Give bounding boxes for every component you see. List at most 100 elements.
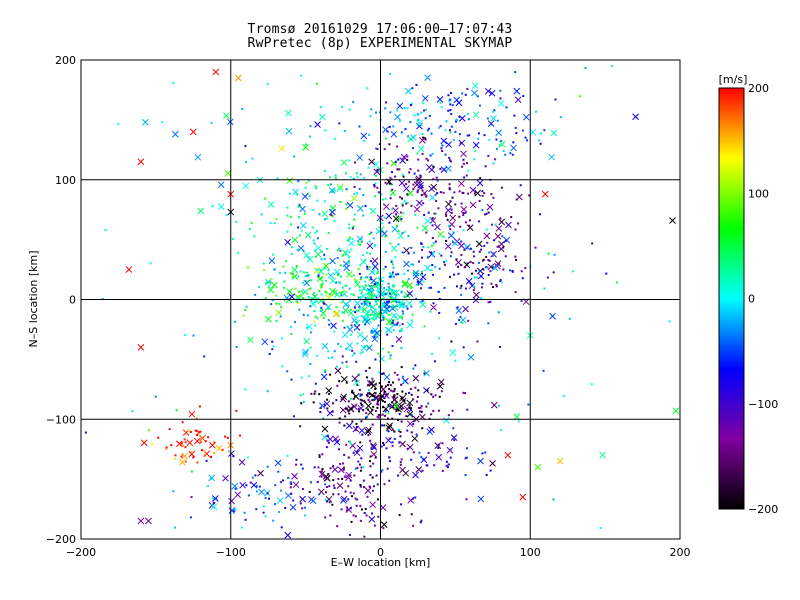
data-point (340, 508, 343, 511)
data-point (434, 265, 437, 268)
data-point (354, 306, 357, 309)
data-point (383, 424, 386, 427)
data-point (403, 107, 406, 110)
data-point (310, 297, 313, 300)
data-point (447, 463, 450, 466)
data-point (348, 159, 351, 162)
data-point (284, 506, 287, 509)
data-point-x (424, 217, 432, 225)
data-point (196, 434, 199, 437)
data-point (388, 387, 391, 390)
data-point (354, 161, 357, 164)
data-point (432, 165, 435, 168)
data-point (384, 181, 387, 184)
data-point (431, 237, 434, 240)
data-point (353, 278, 356, 281)
data-point (431, 264, 434, 267)
data-point (476, 340, 479, 343)
data-point-x (291, 236, 299, 244)
data-point (303, 271, 306, 274)
data-point (444, 153, 447, 156)
data-point (411, 313, 414, 316)
data-point (480, 297, 483, 300)
data-point (378, 143, 381, 146)
data-point-x (137, 517, 145, 525)
data-point (373, 294, 376, 297)
data-point (449, 159, 452, 162)
data-point (398, 514, 401, 517)
data-point (464, 244, 467, 247)
data-point (340, 106, 343, 109)
data-point (392, 125, 395, 128)
data-point-x (145, 517, 152, 525)
data-point-x (360, 344, 368, 352)
data-point (376, 403, 379, 406)
data-point (455, 322, 458, 325)
data-point (324, 370, 327, 373)
data-point (364, 299, 367, 302)
data-point (355, 380, 358, 383)
data-point-x (371, 263, 379, 271)
data-point (422, 136, 425, 139)
data-point-x (382, 203, 390, 210)
data-point (584, 67, 587, 70)
data-point (294, 287, 297, 290)
data-point (299, 394, 302, 397)
data-point (282, 286, 285, 289)
data-point (314, 231, 317, 234)
data-point (543, 129, 546, 132)
data-point-x (490, 115, 497, 122)
data-point (333, 220, 336, 223)
data-point (324, 498, 327, 501)
data-point (374, 383, 377, 386)
data-point (358, 307, 361, 310)
data-point (351, 238, 354, 241)
data-point (438, 297, 441, 300)
data-point (309, 305, 312, 308)
data-point (131, 410, 134, 413)
data-point (395, 301, 398, 304)
data-point (320, 293, 323, 296)
data-point-x (406, 420, 414, 428)
data-point (349, 491, 352, 494)
data-point-x (286, 288, 293, 295)
data-point-x (284, 238, 292, 246)
data-point (301, 488, 304, 491)
data-point (384, 317, 387, 320)
data-point (307, 295, 310, 298)
data-point (174, 457, 177, 460)
data-point (362, 486, 365, 489)
data-point (478, 200, 481, 203)
data-point (349, 308, 352, 311)
data-point (364, 280, 367, 283)
data-point (400, 503, 403, 506)
data-point-x (342, 260, 350, 268)
data-point-x (498, 140, 506, 148)
data-point (359, 402, 362, 405)
data-point (391, 321, 394, 324)
data-point (319, 268, 322, 271)
data-point (418, 410, 421, 413)
data-point-x (474, 189, 482, 197)
data-point-x (361, 335, 369, 342)
data-point (487, 211, 490, 214)
data-point-x (428, 166, 436, 174)
data-point (298, 308, 301, 311)
data-point (267, 285, 270, 288)
data-point (387, 411, 390, 414)
data-point-x (189, 128, 197, 136)
data-point (211, 497, 214, 500)
data-point (291, 246, 294, 249)
data-point (370, 292, 373, 295)
data-point (370, 329, 373, 332)
data-point (377, 515, 380, 518)
data-point-x (550, 129, 558, 137)
data-point (400, 329, 403, 332)
data-point-x (451, 239, 459, 247)
data-point (335, 281, 338, 284)
data-point (350, 325, 353, 328)
data-point (400, 383, 403, 386)
data-point (455, 119, 458, 122)
data-point-x (234, 74, 242, 82)
data-point (455, 258, 458, 261)
